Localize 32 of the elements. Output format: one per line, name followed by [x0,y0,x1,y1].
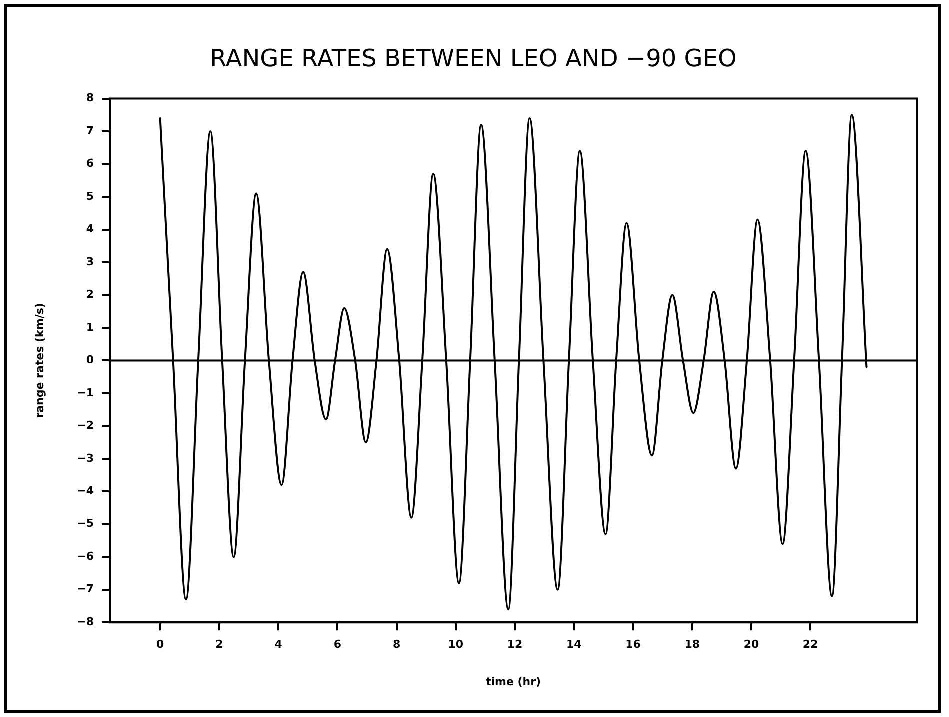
y-tick-label: 7 [86,124,94,138]
y-tick-label: 4 [86,222,94,236]
y-tick-label: −8 [77,615,94,628]
x-tick-label: 6 [334,638,342,652]
x-tick-label: 16 [626,638,642,652]
y-tick-label: −4 [77,484,94,498]
y-tick-label: 5 [86,190,94,203]
y-tick-label: −6 [77,550,94,563]
y-tick-label: 0 [86,354,94,367]
x-tick-label: 20 [744,638,760,652]
y-tick-label: −3 [77,452,94,465]
x-axis-title: time (hr) [486,675,542,688]
y-tick-label: −5 [77,517,94,530]
x-tick-label: 14 [566,638,582,652]
x-tick-label: 4 [274,638,283,652]
x-tick-label: 10 [448,638,464,652]
y-tick-label: 6 [86,157,94,170]
x-tick-label: 0 [156,638,164,652]
x-tick-label: 22 [802,638,818,652]
y-tick-label: −1 [77,386,94,400]
y-tick-label: −7 [77,582,94,596]
y-tick-label: 2 [86,288,94,302]
y-axis-title: range rates (km/s) [33,303,46,418]
x-tick-label: 8 [392,638,401,652]
y-tick-label: −2 [77,419,94,432]
x-tick-label: 12 [507,638,523,652]
y-tick-label: 1 [86,320,94,334]
x-tick-label: 2 [216,638,224,652]
y-tick-label: 3 [86,255,94,268]
x-tick-label: 18 [684,638,700,652]
chart-title: RANGE RATES BETWEEN LEO AND −90 GEO [210,44,737,73]
y-tick-label: 8 [86,92,94,105]
